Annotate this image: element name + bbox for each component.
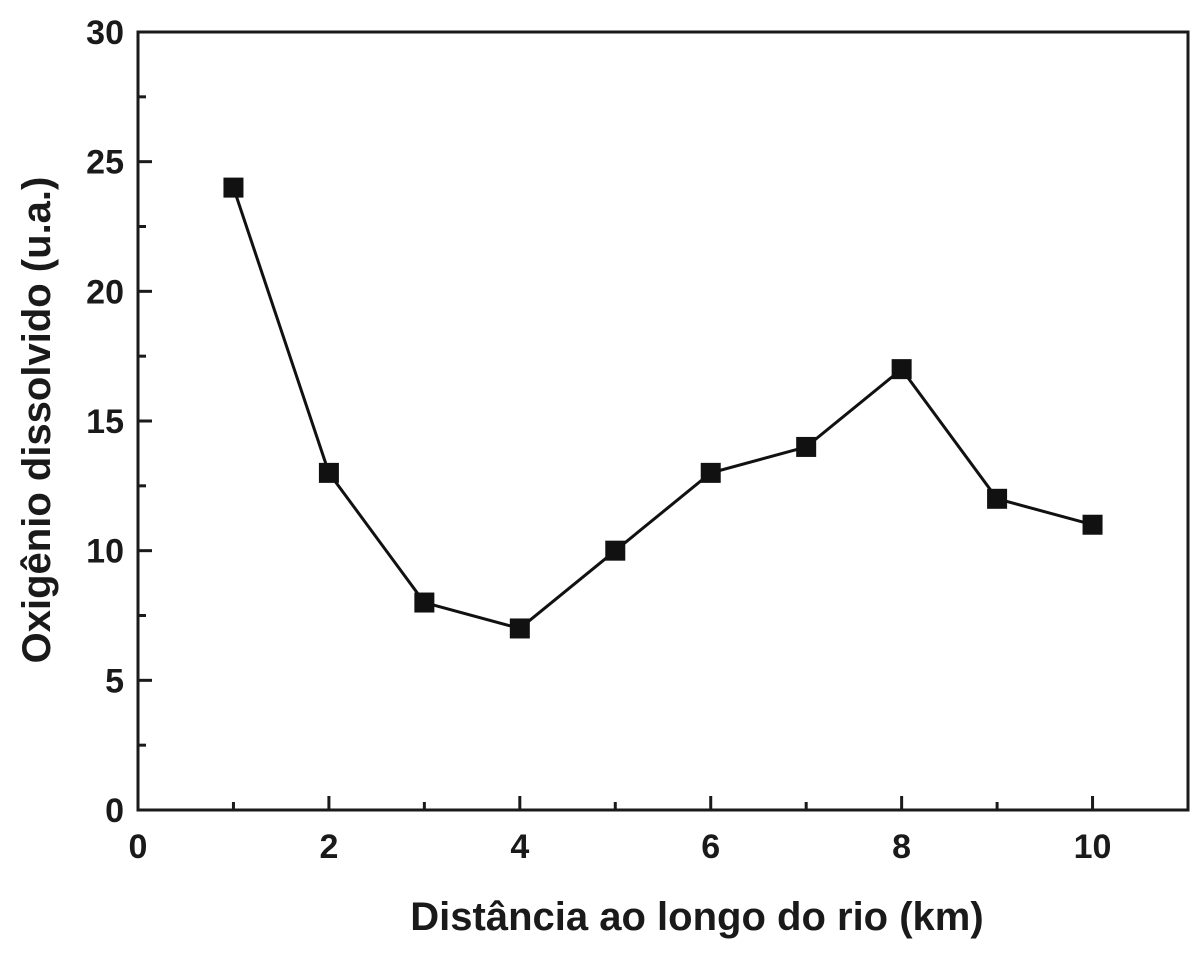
plot-frame (136, 30, 1190, 812)
y-tick-label: 30 (86, 14, 124, 52)
y-axis-ticks (138, 30, 152, 812)
series-markers (223, 177, 1103, 639)
y-axis-title: Oxigênio dissolvido (u.a.) (15, 177, 59, 664)
data-point (318, 462, 339, 483)
y-axis-tick-labels: 0 5 10 15 20 25 30 (86, 14, 124, 830)
x-axis-title: Distância ao longo do rio (km) (410, 895, 983, 939)
y-tick-label: 15 (86, 403, 124, 441)
y-tick-label: 25 (86, 144, 124, 182)
x-axis-ticks (136, 796, 1190, 810)
x-axis-tick-labels: 0 2 4 6 8 10 (129, 828, 1112, 866)
x-tick-label: 0 (129, 828, 148, 866)
y-tick-label: 5 (105, 662, 124, 700)
x-tick-label: 10 (1074, 828, 1112, 866)
data-point (700, 462, 721, 483)
data-point (223, 177, 244, 198)
y-tick-label: 0 (105, 792, 124, 830)
x-tick-label: 2 (319, 828, 338, 866)
data-point (509, 618, 530, 639)
y-tick-label: 20 (86, 273, 124, 311)
data-point (414, 592, 435, 613)
y-tick-label: 10 (86, 533, 124, 571)
x-tick-label: 4 (510, 828, 529, 866)
x-tick-label: 8 (892, 828, 911, 866)
data-point (605, 540, 626, 561)
series-line (232, 187, 1093, 631)
data-point (891, 359, 912, 380)
data-point (1082, 514, 1103, 535)
x-tick-label: 6 (701, 828, 720, 866)
data-point (987, 488, 1008, 509)
data-point (796, 436, 817, 457)
